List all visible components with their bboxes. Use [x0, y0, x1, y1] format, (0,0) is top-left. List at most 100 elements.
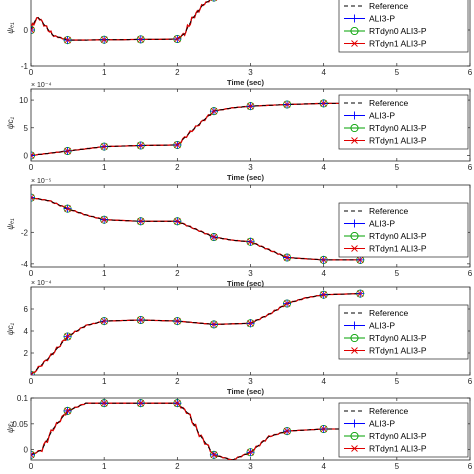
series-line-reference — [31, 293, 361, 375]
legend-label: Reference — [369, 406, 408, 416]
cross-marker-icon — [351, 347, 358, 354]
legend-label: RTdyn1 ALI3-P — [369, 346, 427, 356]
data-point-rtdyn1 — [283, 427, 291, 435]
chart-panel: 0 1 2 3 4 5 6 0 0.05 0.1 ψε₁ Reference ALI3-P RTdyn0 … — [6, 394, 473, 471]
chart-panel: 0 1 2 3 4 5 6 -4 -2 Time (sec) × 10⁻⁵ ψₑ₁ Reference A… — [6, 178, 473, 288]
data-point-rtdyn1 — [64, 147, 71, 155]
legend-label: Reference — [369, 308, 408, 318]
x-axis-label: Time (sec) — [227, 173, 264, 182]
x-tick-label: 0 — [29, 377, 34, 386]
legend: Reference ALI3-P RTdyn0 ALI3-P RTdyn1 ALI3-… — [338, 304, 469, 360]
data-point-rtdyn1 — [137, 142, 145, 149]
data-point-rtdyn1 — [137, 217, 145, 225]
data-point-rtdyn1 — [174, 35, 181, 43]
data-point-rtdyn1 — [100, 36, 108, 44]
legend-label: RTdyn0 ALI3-P — [369, 333, 427, 343]
legend-label: ALI3-P — [369, 111, 395, 121]
x-tick-label: 6 — [468, 68, 473, 77]
series-line-reference — [31, 197, 361, 261]
legend: Reference ALI3-P RTdyn0 ALI3-P RTdyn1 ALI3-… — [338, 202, 469, 258]
x-tick-label: 0 — [29, 163, 34, 172]
y-axis-label: ψc₁ — [6, 116, 15, 129]
series-group — [31, 99, 365, 160]
x-tick-label: 4 — [321, 377, 326, 386]
x-tick-label: 3 — [248, 68, 253, 77]
legend: Reference ALI3-P RTdyn0 ALI3-P RTdyn1 ALI3-… — [338, 402, 469, 458]
data-point-rtdyn1 — [174, 317, 181, 325]
plus-marker-icon — [350, 111, 359, 120]
data-point-rtdyn1 — [320, 291, 327, 298]
legend-label: RTdyn0 ALI3-P — [369, 123, 427, 133]
x-tick-label: 4 — [321, 68, 326, 77]
data-point-rtdyn1 — [320, 256, 327, 264]
data-point-rtdyn1 — [174, 141, 181, 149]
data-point-rtdyn1 — [31, 152, 35, 159]
cross-marker-icon — [351, 40, 358, 47]
plus-marker-icon — [350, 14, 359, 23]
y-tick-label: 0.1 — [17, 394, 29, 403]
data-point-rtdyn1 — [64, 407, 71, 415]
x-tick-label: 2 — [175, 462, 180, 471]
x-tick-label: 1 — [102, 377, 107, 386]
data-point-rtdyn1 — [356, 256, 364, 264]
legend-label: ALI3-P — [369, 219, 395, 229]
data-point-rtdyn1 — [100, 317, 108, 325]
x-tick-label: 5 — [395, 377, 400, 386]
y-tick-label: -1 — [21, 62, 29, 71]
x-tick-label: 2 — [175, 269, 180, 278]
data-point-rtdyn1 — [247, 238, 254, 246]
x-tick-label: 0 — [29, 269, 34, 278]
data-point-rtdyn1 — [247, 448, 254, 456]
legend-label: ALI3-P — [369, 321, 395, 331]
x-tick-label: 0 — [29, 68, 34, 77]
chart-panel: 0 1 2 3 4 5 6 0 5 10 Time (sec) × 10⁻⁴ ψc₁ Reference A… — [6, 82, 473, 182]
data-point-rtdyn1 — [247, 102, 254, 110]
legend-label: ALI3-P — [369, 14, 395, 24]
x-tick-label: 6 — [468, 269, 473, 278]
plus-marker-icon — [350, 219, 359, 228]
x-tick-label: 3 — [248, 377, 253, 386]
data-point-rtdyn1 — [64, 36, 71, 44]
data-point-ali3-p — [31, 26, 35, 34]
data-point-rtdyn1 — [210, 107, 218, 115]
series-group — [31, 289, 365, 375]
chart-panel: 0 1 2 3 4 5 6 2 4 6 Time (sec) × 10⁻⁴ ψc₁ Reference AL… — [6, 280, 473, 396]
y-axis-exponent: × 10⁻⁵ — [31, 178, 52, 185]
data-point-rtdyn1 — [210, 451, 218, 459]
data-point-ali3-p — [31, 450, 35, 459]
legend-label: Reference — [369, 1, 408, 11]
x-tick-label: 5 — [395, 68, 400, 77]
x-tick-label: 1 — [102, 462, 107, 471]
x-axis-label: Time (sec) — [227, 387, 264, 396]
y-axis-exponent: × 10⁻⁴ — [31, 82, 52, 89]
plus-marker-icon — [350, 321, 359, 330]
y-tick-label: 0 — [24, 26, 29, 35]
legend-label: Reference — [369, 98, 408, 108]
data-point-rtdyn1 — [247, 320, 254, 327]
y-tick-label: -2 — [21, 228, 29, 237]
data-point-rtdyn1 — [283, 254, 291, 261]
plus-marker-icon — [350, 419, 359, 428]
data-point-rtdyn1 — [31, 451, 35, 459]
x-tick-label: 2 — [175, 163, 180, 172]
x-tick-label: 1 — [102, 269, 107, 278]
data-point-rtdyn1 — [137, 399, 145, 407]
legend-label: ALI3-P — [369, 419, 395, 429]
legend-label: RTdyn1 ALI3-P — [369, 244, 427, 254]
y-tick-label: 6 — [24, 305, 29, 314]
x-tick-label: 2 — [175, 68, 180, 77]
x-tick-label: 4 — [321, 269, 326, 278]
data-point-rtdyn1 — [31, 26, 35, 34]
y-axis-exponent: × 10⁻⁴ — [31, 280, 52, 287]
data-point-ali3-p — [31, 193, 35, 202]
x-tick-label: 1 — [102, 68, 107, 77]
circle-marker-icon — [350, 431, 359, 441]
x-tick-label: 2 — [175, 377, 180, 386]
y-axis-label: ψc₁ — [6, 322, 15, 335]
x-axis-label: Time (sec) — [227, 279, 264, 288]
cross-marker-icon — [351, 137, 358, 144]
data-point-rtdyn1 — [283, 101, 291, 108]
y-tick-label: 4 — [24, 327, 29, 336]
legend-label: Reference — [369, 206, 408, 216]
